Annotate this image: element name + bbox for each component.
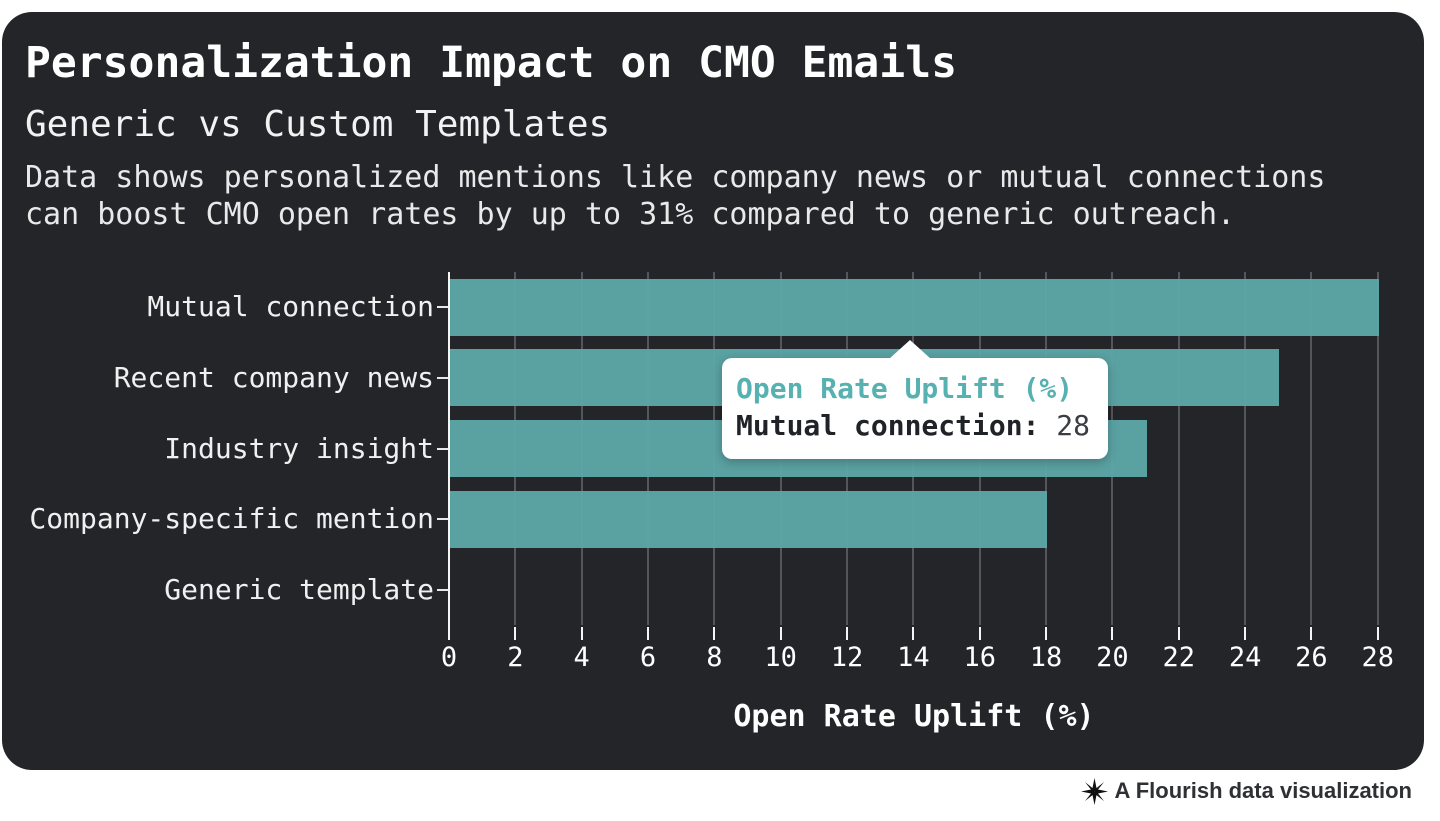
tooltip-arrow-icon: [889, 340, 931, 359]
x-tick: [846, 627, 849, 640]
x-tick: [448, 627, 450, 640]
x-tick: [580, 627, 583, 640]
y-tick: [437, 518, 449, 521]
x-tick: [1045, 627, 1048, 640]
x-tick-label: 0: [440, 642, 458, 673]
y-tick: [437, 306, 449, 309]
flourish-asterisk-icon: [1080, 777, 1108, 805]
x-tick-label: 20: [1096, 642, 1129, 673]
gridline: [1244, 272, 1247, 625]
x-tick-label: 2: [507, 642, 524, 673]
chart-description-line-1: Data shows personalized mentions like co…: [25, 160, 1326, 195]
x-tick-label: 22: [1162, 642, 1195, 673]
x-tick-label: 12: [830, 642, 864, 673]
x-tick: [779, 627, 782, 640]
flourish-credit[interactable]: A Flourish data visualization: [1080, 774, 1412, 808]
x-tick: [978, 627, 981, 640]
x-tick-label: 18: [1029, 642, 1063, 673]
flourish-credit-text: A Flourish data visualization: [1114, 778, 1412, 803]
category-label-generic-template: Generic template: [164, 572, 434, 606]
chart-description: Data shows personalized mentions like co…: [25, 159, 1325, 233]
y-tick: [437, 447, 449, 450]
gridline: [1177, 272, 1180, 625]
y-axis-line: [448, 272, 450, 640]
x-tick: [1177, 627, 1180, 640]
category-label-recent-company-news: Recent company news: [113, 360, 434, 394]
x-tick: [1310, 627, 1313, 640]
category-label-company-specific-mention: Company-specific mention: [29, 502, 434, 536]
x-tick-label: 4: [573, 642, 590, 673]
x-tick-label: 28: [1361, 642, 1394, 673]
x-tick-label: 10: [764, 642, 797, 673]
gridline: [1376, 272, 1379, 625]
category-label-mutual-connection: Mutual connection: [147, 290, 434, 324]
chart-subtitle: Generic vs Custom Templates: [25, 104, 611, 145]
tooltip: Open Rate Uplift (%) Mutual connection: …: [722, 340, 1108, 459]
x-tick-label: 16: [963, 642, 996, 673]
tooltip-value: 28: [1056, 409, 1091, 442]
x-tick: [514, 627, 517, 640]
bar-company-specific-mention[interactable]: [450, 490, 1047, 548]
x-tick-label: 24: [1228, 642, 1262, 673]
y-tick: [437, 376, 449, 379]
chart-description-line-2: can boost CMO open rates by up to 31% co…: [25, 197, 1236, 232]
x-tick: [713, 627, 716, 640]
tooltip-heading: Open Rate Uplift (%): [736, 372, 1074, 405]
category-label-industry-insight: Industry insight: [164, 431, 434, 465]
x-tick: [647, 627, 650, 640]
tooltip-row: Mutual connection: 28: [736, 407, 1108, 445]
y-tick: [437, 588, 449, 591]
tooltip-label: Mutual connection:: [736, 409, 1040, 442]
x-tick: [912, 627, 915, 640]
x-tick-label: 8: [706, 642, 723, 673]
gridline: [1310, 272, 1313, 625]
bar-mutual-connection[interactable]: [450, 278, 1379, 336]
x-tick: [1244, 627, 1247, 640]
x-tick-label: 6: [639, 642, 657, 673]
chart-title: Personalization Impact on CMO Emails: [25, 38, 957, 88]
x-tick-label: 26: [1295, 642, 1328, 673]
x-axis-title: Open Rate Uplift (%): [733, 699, 1095, 734]
x-tick: [1376, 627, 1379, 640]
x-tick-label: 14: [897, 642, 930, 673]
x-tick: [1111, 627, 1114, 640]
